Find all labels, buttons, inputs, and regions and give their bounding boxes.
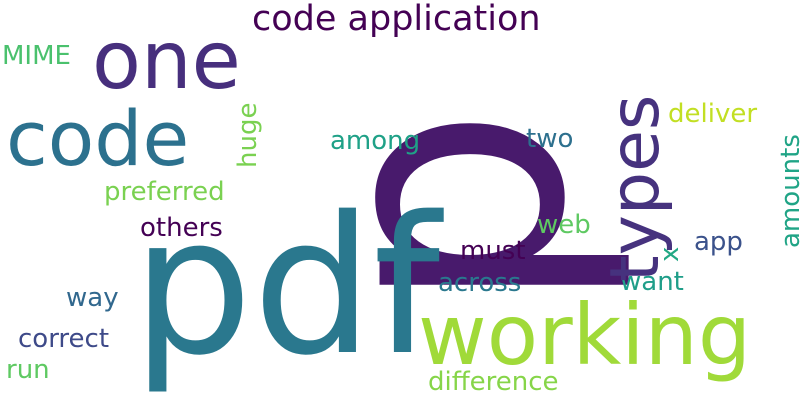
word-difference: difference bbox=[428, 367, 559, 397]
word-among: among bbox=[330, 126, 420, 156]
word-deliver: deliver bbox=[668, 99, 757, 129]
word-code: code bbox=[6, 94, 189, 183]
word-p: p bbox=[254, 105, 638, 314]
word-run: run bbox=[6, 355, 50, 385]
word-correct: correct bbox=[18, 324, 109, 354]
word-pdf: pdf bbox=[132, 176, 444, 397]
word-working: working bbox=[418, 286, 751, 384]
word-web: web bbox=[537, 210, 591, 240]
word-code-application: code application bbox=[252, 0, 541, 39]
word-want: want bbox=[620, 267, 684, 297]
word-across: across bbox=[438, 268, 521, 298]
word-huge: huge bbox=[233, 103, 263, 168]
word-preferred: preferred bbox=[104, 177, 225, 207]
word-must: must bbox=[460, 236, 526, 266]
word-app: app bbox=[694, 227, 743, 257]
word-x: x bbox=[655, 247, 685, 262]
word-mime: MIME bbox=[2, 41, 71, 71]
word-others: others bbox=[140, 213, 223, 243]
word-two: two bbox=[526, 124, 573, 154]
word-way: way bbox=[66, 283, 119, 313]
word-amounts: amounts bbox=[776, 134, 800, 248]
word-one: one bbox=[92, 14, 241, 107]
word-types: types bbox=[596, 95, 675, 282]
